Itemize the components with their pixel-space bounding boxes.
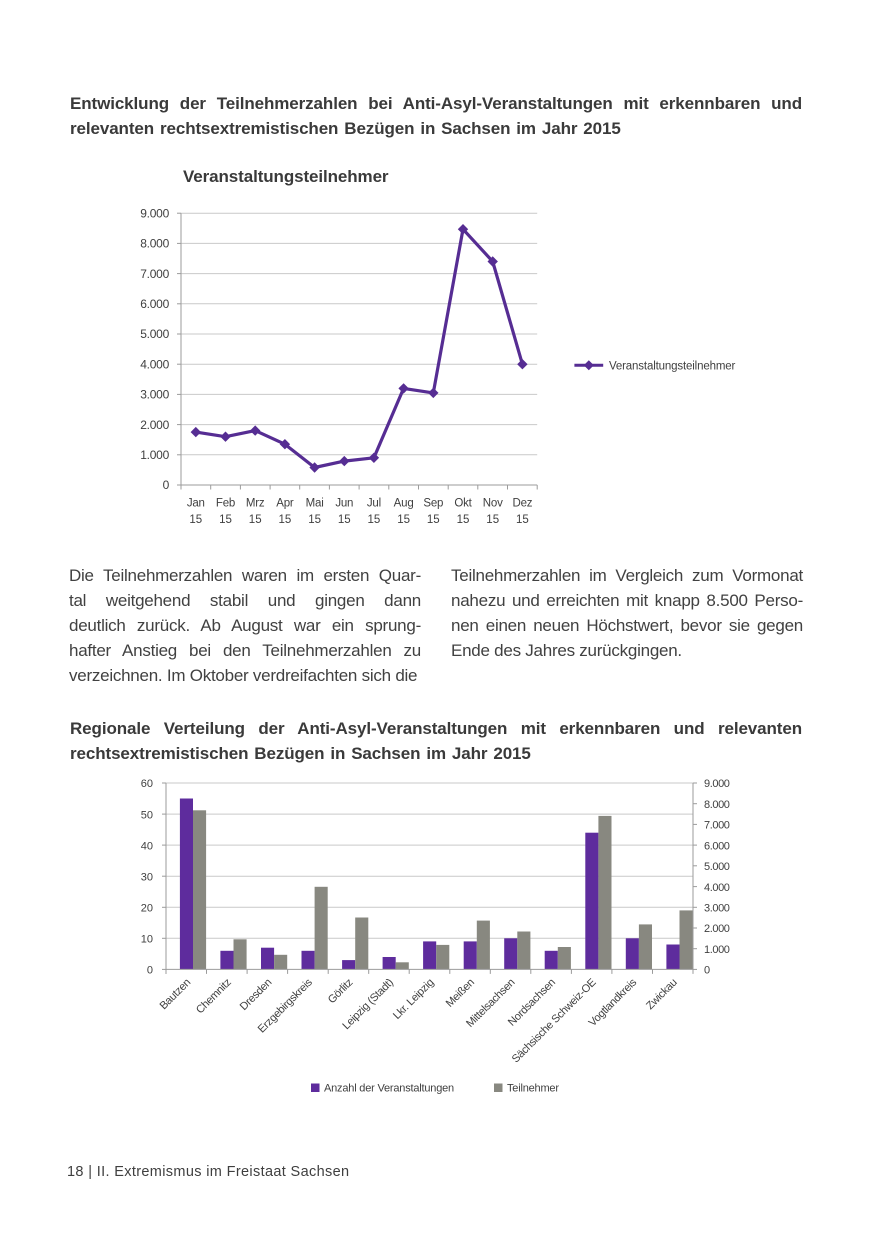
svg-text:1.000: 1.000 [704,944,730,956]
svg-text:2.000: 2.000 [704,923,730,935]
svg-text:Teilnehmer: Teilnehmer [507,1083,559,1095]
svg-text:Sep: Sep [423,498,443,510]
svg-text:9.000: 9.000 [704,778,730,790]
svg-text:7.000: 7.000 [140,267,169,281]
svg-text:6.000: 6.000 [704,840,730,852]
svg-text:50: 50 [141,809,153,821]
svg-text:Lkr. Leipzig: Lkr. Leipzig [391,977,436,1022]
svg-text:10: 10 [141,934,153,946]
svg-text:4.000: 4.000 [704,882,730,894]
svg-text:5.000: 5.000 [140,327,169,341]
svg-text:15: 15 [189,514,202,526]
svg-text:3.000: 3.000 [140,388,169,402]
svg-text:8.000: 8.000 [704,799,730,811]
svg-text:15: 15 [279,514,292,526]
svg-text:30: 30 [141,871,153,883]
svg-text:Zwickau: Zwickau [644,977,680,1013]
svg-text:2.000: 2.000 [140,418,169,432]
svg-text:4.000: 4.000 [140,357,169,371]
svg-text:Feb: Feb [216,498,235,510]
svg-text:Veranstaltungsteilnehmer: Veranstaltungsteilnehmer [609,361,735,373]
svg-text:15: 15 [486,514,499,526]
svg-text:15: 15 [308,514,321,526]
svg-text:15: 15 [516,514,529,526]
svg-text:Apr: Apr [276,498,294,510]
svg-text:20: 20 [141,903,153,915]
svg-text:40: 40 [141,840,153,852]
svg-text:Okt: Okt [454,498,472,510]
svg-text:8.000: 8.000 [140,237,169,251]
svg-text:Chemnitz: Chemnitz [194,977,234,1017]
svg-text:Jan: Jan [187,498,205,510]
svg-text:1.000: 1.000 [140,448,169,462]
svg-text:7.000: 7.000 [704,820,730,832]
svg-text:3.000: 3.000 [704,903,730,915]
svg-text:Meißen: Meißen [444,977,477,1010]
svg-text:15: 15 [427,514,440,526]
svg-text:9.000: 9.000 [140,206,169,220]
svg-text:6.000: 6.000 [140,297,169,311]
svg-text:0: 0 [147,965,153,977]
svg-text:Nov: Nov [483,498,503,510]
svg-text:Jul: Jul [367,498,381,510]
svg-text:15: 15 [368,514,381,526]
svg-text:Sächsische Schweiz-OE: Sächsische Schweiz-OE [510,977,599,1066]
svg-text:15: 15 [397,514,410,526]
svg-text:Görlitz: Görlitz [326,977,355,1006]
svg-text:Aug: Aug [394,498,414,510]
svg-text:15: 15 [457,514,470,526]
svg-text:15: 15 [219,514,232,526]
svg-text:15: 15 [249,514,262,526]
svg-text:Bautzen: Bautzen [158,977,194,1013]
svg-text:60: 60 [141,778,153,790]
svg-text:Jun: Jun [335,498,353,510]
svg-text:0: 0 [704,965,710,977]
svg-text:Dez: Dez [512,498,532,510]
svg-text:5.000: 5.000 [704,861,730,873]
svg-text:Mrz: Mrz [246,498,265,510]
svg-text:0: 0 [163,478,170,492]
svg-text:15: 15 [338,514,351,526]
svg-text:Dresden: Dresden [238,977,275,1014]
svg-text:Anzahl der Veranstaltungen: Anzahl der Veranstaltungen [324,1083,454,1095]
svg-text:Mai: Mai [306,498,324,510]
